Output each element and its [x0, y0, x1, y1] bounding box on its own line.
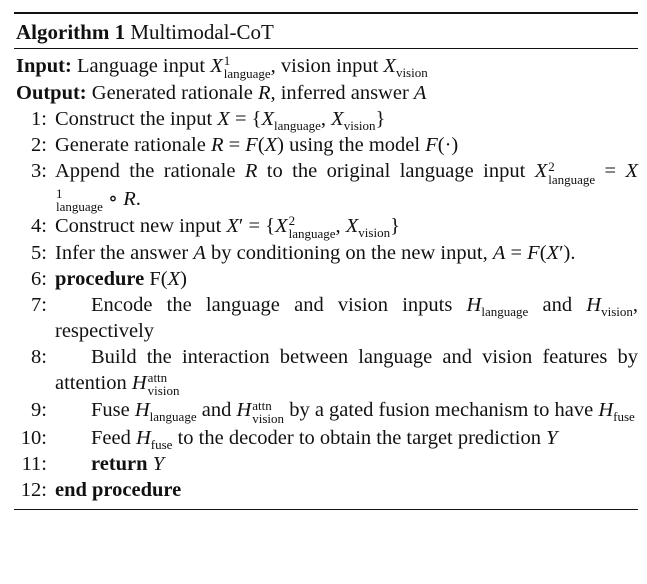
algorithm-block: Algorithm 1 Multimodal-CoT Input: Langua… — [14, 12, 638, 510]
algorithm-body: Input: Language input X 1 language, vision… — [14, 49, 638, 509]
algorithm-line-5: 5: Infer the answer A by conditioning on… — [14, 240, 638, 266]
line-text: Fuse — [91, 399, 130, 422]
caption-rule — [14, 48, 638, 49]
line-number: 9: — [31, 399, 47, 422]
end-procedure-keyword: end procedure — [55, 478, 182, 501]
output-line: Output: Generated rationale R, inferred … — [14, 80, 638, 106]
line-number: 5: — [31, 242, 47, 265]
math-A: A — [413, 82, 427, 105]
line-number: 6: — [31, 268, 47, 291]
line-number: 2: — [31, 134, 47, 157]
algorithm-label: Algorithm 1 — [16, 20, 126, 44]
line-number: 11: — [21, 452, 47, 475]
line-text: by a gated fusion mechanism to have — [289, 399, 594, 422]
input-label: Input: — [16, 55, 72, 77]
line-text: Generate rationale — [55, 134, 206, 157]
line-text: Construct the input — [55, 108, 213, 131]
line-number: 3: — [31, 160, 47, 183]
algorithm-caption: Algorithm 1 Multimodal-CoT — [14, 14, 638, 48]
line-number: 4: — [31, 214, 47, 237]
line-text: Infer the answer — [55, 242, 189, 265]
line-number: 10: — [20, 426, 47, 449]
line-number: 1: — [31, 108, 47, 131]
output-label: Output: — [16, 82, 87, 105]
math-X: X — [383, 55, 396, 77]
input-line: Input: Language input X 1 language, vision… — [14, 53, 638, 80]
line-text: Build the interaction between language a… — [55, 346, 638, 395]
input-text-2: , vision input — [270, 55, 384, 77]
algorithm-line-10: 10: Feed Hfuse to the decoder to obtain … — [14, 425, 638, 451]
algorithm-line-3: 3: Append the rationale R to the origina… — [14, 158, 638, 213]
math-script: 1 language — [223, 53, 271, 82]
line-text: and — [542, 294, 573, 317]
math-X: X — [210, 55, 223, 77]
line-text: Feed — [91, 426, 131, 449]
line-text: Construct new input — [55, 214, 222, 237]
line-text: to the decoder to obtain the target pred… — [177, 426, 541, 449]
algorithm-line-7: 7: Encode the language and vision inputs… — [14, 292, 638, 344]
algorithm-line-11: 11: return Y — [14, 451, 638, 477]
output-text-1: Generated rationale — [91, 82, 258, 105]
algorithm-title: Multimodal-CoT — [130, 20, 274, 44]
line-text: F( — [149, 268, 168, 291]
input-text-1: Language input — [76, 55, 211, 77]
algorithm-line-1: 1: Construct the input X = {Xlanguage, X… — [14, 106, 638, 132]
line-text: Append the rationale — [55, 160, 236, 183]
math-X: X — [217, 108, 230, 131]
algorithm-line-2: 2: Generate rationale R = F(X) using the… — [14, 132, 638, 158]
math-sub: vision — [395, 65, 428, 80]
line-text: and — [201, 399, 232, 422]
top-rule — [14, 12, 638, 14]
output-text-2: , inferred answer — [270, 82, 414, 105]
algorithm-line-12: 12: end procedure — [14, 477, 638, 503]
line-number: 12: — [20, 478, 47, 501]
algorithm-line-6: 6: procedure F(X) — [14, 266, 638, 292]
algorithm-line-8: 8: Build the interaction between languag… — [14, 344, 638, 397]
return-keyword: return — [91, 452, 148, 475]
line-text: respectively — [55, 320, 155, 343]
line-number: 7: — [31, 294, 47, 317]
line-text: Encode the language and vision inputs — [91, 294, 453, 317]
bottom-rule — [14, 508, 638, 510]
line-text: to the original language input — [266, 160, 526, 183]
line-number: 8: — [31, 346, 47, 369]
line-text: using the model — [289, 134, 421, 157]
procedure-keyword: procedure — [55, 268, 145, 291]
math-R: R — [257, 82, 271, 105]
line-text: by conditioning on the new input, — [210, 242, 488, 265]
algorithm-line-4: 4: Construct new input X′ = {X 2 language,… — [14, 213, 638, 240]
